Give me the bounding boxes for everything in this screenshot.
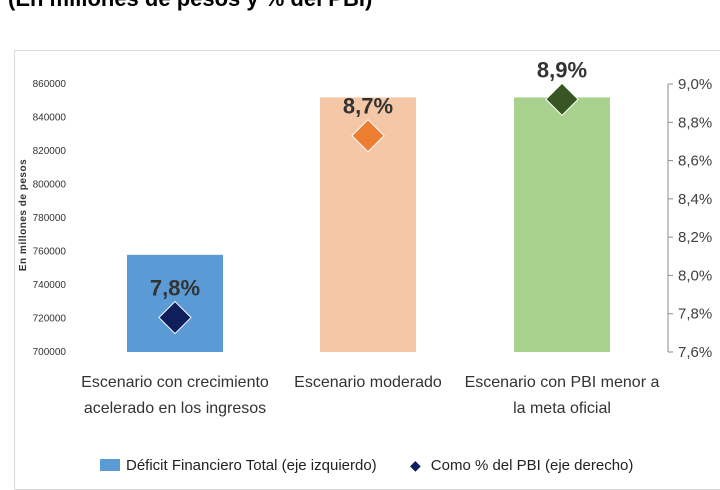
y-tick-left-0: 860000 (33, 79, 67, 90)
data-label-2: 8,9% (537, 57, 587, 82)
y-tick-left-4: 780000 (33, 213, 67, 224)
chart-svg: En millones de pesos 860000 840000 820000 8… (18, 57, 712, 417)
legend-label-deficit: Déficit Financiero Total (eje izquierdo) (126, 456, 377, 474)
legend: Déficit Financiero Total (eje izquierdo)… (0, 454, 720, 476)
category-label-2-0: Escenario con PBI menor a (465, 374, 660, 391)
bar-2 (514, 97, 610, 353)
y-tick-left-6: 740000 (33, 280, 67, 291)
y-axis-title: En millones de pesos (18, 159, 29, 271)
legend-item-deficit: Déficit Financiero Total (eje izquierdo) (100, 457, 377, 474)
chart-title: (En millones de pesos y % del PBI) (8, 0, 372, 12)
category-label-0-0: Escenario con crecimiento (81, 374, 269, 391)
y-tick-right-1: 8,8% (678, 114, 712, 131)
y-tick-right-3: 8,4% (678, 191, 712, 208)
y-tick-right-2: 8,6% (678, 153, 712, 170)
legend-bar-swatch (100, 459, 120, 471)
category-label-2-1: la meta oficial (513, 400, 611, 417)
pbi-marker-1 (351, 118, 385, 153)
y-tick-left-3: 800000 (33, 180, 67, 191)
y-tick-right-4: 8,2% (678, 229, 712, 246)
pbi-marker-2 (545, 82, 579, 117)
y-tick-right-5: 8,0% (678, 267, 712, 284)
y-tick-right-6: 7,8% (678, 306, 712, 323)
diamond-icon: ◆ (410, 456, 421, 473)
y-tick-right-0: 9,0% (678, 76, 712, 93)
pbi-marker-0 (158, 300, 192, 335)
category-label-1-0: Escenario moderado (294, 374, 442, 391)
data-label-1: 8,7% (343, 94, 393, 119)
y-tick-right-7: 7,6% (678, 344, 712, 361)
y-tick-left-5: 760000 (33, 247, 67, 258)
y-tick-left-8: 700000 (33, 347, 67, 358)
y-tick-left-7: 720000 (33, 314, 67, 325)
legend-label-pbi: Como % del PBI (eje derecho) (430, 456, 634, 474)
y-tick-left-2: 820000 (33, 146, 67, 157)
legend-item-pbi: ◆ Como % del PBI (eje derecho) (410, 457, 633, 474)
y-tick-left-1: 840000 (33, 113, 67, 124)
data-label-0: 7,8% (150, 276, 200, 301)
category-label-0-1: acelerado en los ingresos (84, 400, 266, 417)
